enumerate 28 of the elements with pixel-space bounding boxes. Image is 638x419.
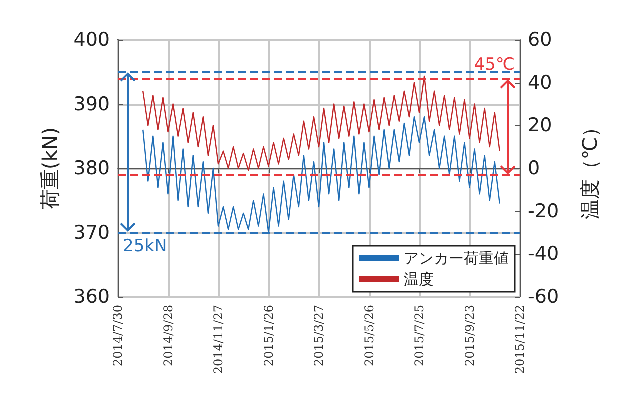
x-tick-label: 2015/3/27 <box>312 305 326 367</box>
legend-label: アンカー荷重値 <box>404 250 509 268</box>
y2-tick-label: 0 <box>528 158 540 180</box>
ref-line-label: 25kN <box>123 236 168 256</box>
x-tick-label: 2014/11/27 <box>212 305 226 374</box>
line-series <box>142 76 500 172</box>
y2-tick-label: -40 <box>528 243 560 266</box>
x-tick-label: 2015/1/26 <box>262 305 276 367</box>
x-tick-label: 2014/9/28 <box>161 305 176 367</box>
y2-tick-label: -60 <box>528 286 560 308</box>
y2-tick-label: 20 <box>528 114 552 137</box>
y-tick-label: 370 <box>74 222 110 244</box>
y-tick-label: 360 <box>74 286 110 308</box>
ref-line-label: 45℃ <box>474 55 515 76</box>
x-tick-label: 2015/9/23 <box>462 305 477 367</box>
y2-tick-label: -20 <box>528 200 560 222</box>
y-tick-label: 380 <box>74 158 110 180</box>
y2-axis-title: 温度（℃） <box>578 117 602 220</box>
x-tick-label: 2015/7/25 <box>412 305 426 367</box>
y-tick-label: 400 <box>74 29 110 51</box>
x-tick-label: 2014/7/30 <box>111 305 125 367</box>
y2-tick-label: 40 <box>528 72 552 94</box>
y-axis-title: 荷重(kN) <box>38 127 62 210</box>
legend-label: 温度 <box>404 270 434 288</box>
x-tick-label: 2015/5/26 <box>362 305 376 367</box>
y2-tick-label: 60 <box>528 29 552 51</box>
x-tick-label: 2015/11/22 <box>513 305 527 374</box>
y-tick-label: 390 <box>74 93 110 116</box>
